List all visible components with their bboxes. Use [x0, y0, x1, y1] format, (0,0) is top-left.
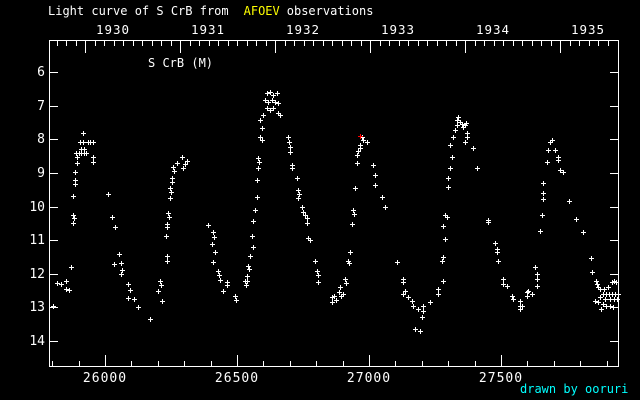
chart-title: Light curve of S CrB from AFOEV observatio…	[48, 4, 373, 18]
credit-text: drawn by ooruri	[520, 382, 629, 396]
special-point	[358, 134, 363, 139]
year-tick-label: 1933	[381, 22, 415, 37]
year-tick-label: 1934	[476, 22, 510, 37]
y-axis-tick-label: 6	[37, 65, 45, 80]
y-axis-tick-label: 11	[29, 233, 45, 248]
chart-title-highlight-afoev: AFOEV	[243, 4, 280, 18]
y-axis-tick-label: 9	[37, 166, 45, 181]
x-axis-tick-label: 26000	[83, 371, 127, 386]
x-axis-tick-label: 26500	[215, 371, 259, 386]
year-tick-label: 1935	[571, 22, 605, 37]
chart-title-suffix: observations	[286, 4, 374, 18]
x-axis-tick-label: 27000	[347, 371, 391, 386]
scatter-points	[51, 90, 621, 334]
y-axis-tick-label: 8	[37, 132, 45, 147]
y-axis-tick-label: 10	[29, 200, 45, 215]
year-tick-label: 1932	[286, 22, 320, 37]
y-axis-tick-label: 14	[29, 334, 45, 349]
axis-ticks	[50, 41, 618, 366]
y-axis-tick-label: 12	[29, 267, 45, 282]
series-label: S CrB (M)	[148, 56, 214, 70]
x-axis-tick-label: 27500	[479, 371, 523, 386]
plot-frame	[49, 40, 619, 367]
chart-title-prefix: Light curve of S CrB from	[48, 4, 229, 18]
year-tick-label: 1930	[96, 22, 130, 37]
y-axis-tick-label: 7	[37, 99, 45, 114]
y-axis-tick-label: 13	[29, 300, 45, 315]
year-tick-label: 1931	[191, 22, 225, 37]
